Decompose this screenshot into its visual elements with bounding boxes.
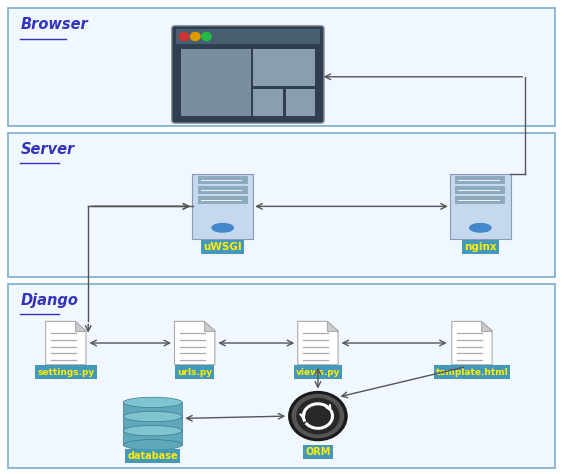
FancyBboxPatch shape [253,49,315,86]
Text: template.html: template.html [436,367,508,376]
FancyBboxPatch shape [198,176,248,184]
FancyBboxPatch shape [181,49,251,116]
FancyBboxPatch shape [455,196,506,204]
Text: uWSGI: uWSGI [203,242,242,252]
Text: Django: Django [20,292,78,308]
Ellipse shape [123,426,182,436]
FancyBboxPatch shape [8,9,555,126]
FancyBboxPatch shape [455,176,506,184]
Polygon shape [204,321,215,331]
Polygon shape [481,321,492,331]
Polygon shape [175,321,215,365]
Text: database: database [127,451,178,461]
Text: Server: Server [20,142,75,157]
Text: urls.py: urls.py [177,367,212,376]
Text: ORM: ORM [305,447,330,457]
FancyBboxPatch shape [198,196,248,204]
FancyBboxPatch shape [198,186,248,194]
Ellipse shape [123,397,182,408]
Circle shape [289,392,347,440]
Circle shape [297,399,339,434]
FancyBboxPatch shape [286,89,315,116]
FancyBboxPatch shape [172,26,324,123]
FancyBboxPatch shape [8,284,555,468]
Text: Browser: Browser [20,17,88,32]
FancyBboxPatch shape [8,133,555,277]
Polygon shape [46,321,86,365]
Ellipse shape [470,224,491,232]
Ellipse shape [212,224,233,232]
FancyBboxPatch shape [176,29,320,44]
Text: views.py: views.py [296,367,340,376]
Circle shape [179,33,189,40]
FancyBboxPatch shape [192,173,253,239]
FancyBboxPatch shape [253,89,283,116]
Polygon shape [452,321,492,365]
Circle shape [292,394,343,438]
FancyBboxPatch shape [123,431,182,445]
FancyBboxPatch shape [123,417,182,431]
Text: settings.py: settings.py [37,367,95,376]
Text: nginx: nginx [464,242,497,252]
Ellipse shape [123,439,182,450]
Polygon shape [298,321,338,365]
FancyBboxPatch shape [123,402,182,417]
Circle shape [202,33,211,40]
FancyBboxPatch shape [455,186,506,194]
Circle shape [190,33,200,40]
Polygon shape [75,321,86,331]
FancyBboxPatch shape [450,173,511,239]
Polygon shape [327,321,338,331]
Ellipse shape [123,411,182,422]
